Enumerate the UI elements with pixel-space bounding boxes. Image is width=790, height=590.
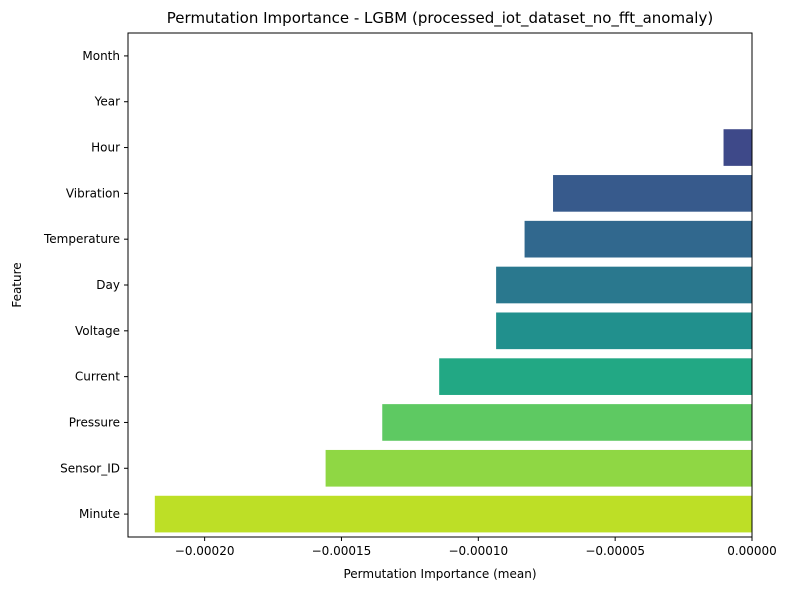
y-tick-label: Year	[94, 95, 120, 109]
bar-minute	[154, 495, 753, 533]
y-tick-label: Pressure	[69, 415, 120, 429]
y-tick-label: Day	[96, 278, 120, 292]
x-tick-label: −0.00005	[585, 544, 645, 558]
bar-vibration	[553, 175, 752, 212]
x-tick-label: −0.00015	[312, 544, 372, 558]
y-tick-label: Temperature	[43, 232, 120, 246]
chart-title: Permutation Importance - LGBM (processed…	[167, 9, 713, 28]
x-tick-label: −0.00010	[448, 544, 508, 558]
y-tick-label: Sensor_ID	[60, 461, 120, 475]
bar-day	[496, 266, 752, 304]
bars-group	[154, 129, 753, 533]
x-axis-ticks: −0.00020 −0.00015 −0.00010 −0.00005 0.00000	[175, 537, 777, 558]
y-tick-label: Minute	[79, 507, 120, 521]
y-tick-label: Hour	[91, 141, 120, 155]
y-tick-label: Voltage	[75, 324, 120, 338]
x-tick-label: 0.00000	[727, 544, 777, 558]
y-axis-ticks: Month Year Hour Vibration Temperature Day Volt…	[43, 49, 128, 521]
y-axis-label: Feature	[10, 262, 24, 307]
bar-temperature	[524, 220, 752, 258]
y-tick-label: Current	[75, 370, 120, 384]
y-tick-label: Month	[82, 49, 120, 63]
bar-pressure	[382, 404, 752, 441]
x-tick-label: −0.00020	[175, 544, 235, 558]
x-axis-label: Permutation Importance (mean)	[343, 567, 536, 581]
y-tick-label: Vibration	[66, 186, 120, 200]
bar-voltage	[496, 312, 752, 350]
bar-sensor-id	[325, 449, 752, 487]
bar-hour	[723, 129, 752, 166]
bar-current	[439, 358, 752, 395]
plot-frame	[127, 32, 753, 538]
